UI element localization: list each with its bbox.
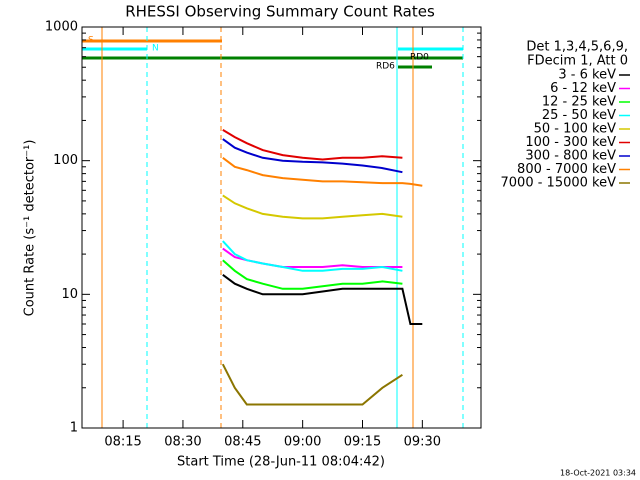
- y-axis-label: Count Rate (s⁻¹ detector⁻¹): [23, 140, 38, 317]
- series-line: [222, 194, 403, 220]
- legend-label: 100 - 300 keV: [525, 135, 616, 150]
- annotation: RD0: [410, 53, 429, 63]
- legend-label: 12 - 25 keV: [542, 95, 616, 110]
- plot-frame: [81, 26, 482, 429]
- legend-label: 3 - 6 keV: [558, 68, 616, 83]
- x-tick-label: 09:30: [404, 435, 441, 450]
- legend-header: Det 1,3,4,5,6,9,: [526, 40, 628, 55]
- y-tick-label: 1000: [45, 20, 78, 35]
- series-line: [222, 129, 403, 161]
- legend-label: 7000 - 15000 keV: [501, 176, 617, 191]
- legend-label: 50 - 100 keV: [534, 122, 617, 137]
- series-line: [222, 138, 403, 174]
- series-line: [222, 247, 403, 268]
- legend-header: FDecim 1, Att 0: [527, 54, 628, 69]
- x-tick-label: 08:45: [224, 435, 261, 450]
- y-tick-label: 1: [70, 421, 78, 436]
- annotation: S: [88, 36, 94, 46]
- x-tick-label: 09:15: [344, 435, 381, 450]
- series-line: [222, 240, 403, 272]
- x-axis-label: Start Time (28-Jun-11 08:04:42): [177, 455, 385, 470]
- legend-label: 25 - 50 keV: [542, 108, 616, 123]
- series-line: [222, 273, 423, 325]
- series-line: [222, 157, 423, 187]
- legend-label: 6 - 12 keV: [550, 81, 616, 96]
- footer: 18-Oct-2021 03:34: [560, 469, 636, 478]
- x-tick-label: 08:30: [164, 435, 201, 450]
- legend-label: 800 - 7000 keV: [517, 162, 616, 177]
- annotation: N: [152, 44, 159, 54]
- series-line: [221, 363, 403, 406]
- x-tick-label: 08:15: [104, 435, 141, 450]
- chart-title: RHESSI Observing Summary Count Rates: [125, 3, 435, 21]
- series-line: [222, 259, 403, 290]
- legend-label: 300 - 800 keV: [525, 149, 616, 164]
- annotation: RD6: [376, 62, 395, 72]
- y-tick-label: 10: [61, 287, 78, 302]
- y-tick-label: 100: [53, 153, 78, 168]
- x-tick-label: 09:00: [284, 435, 321, 450]
